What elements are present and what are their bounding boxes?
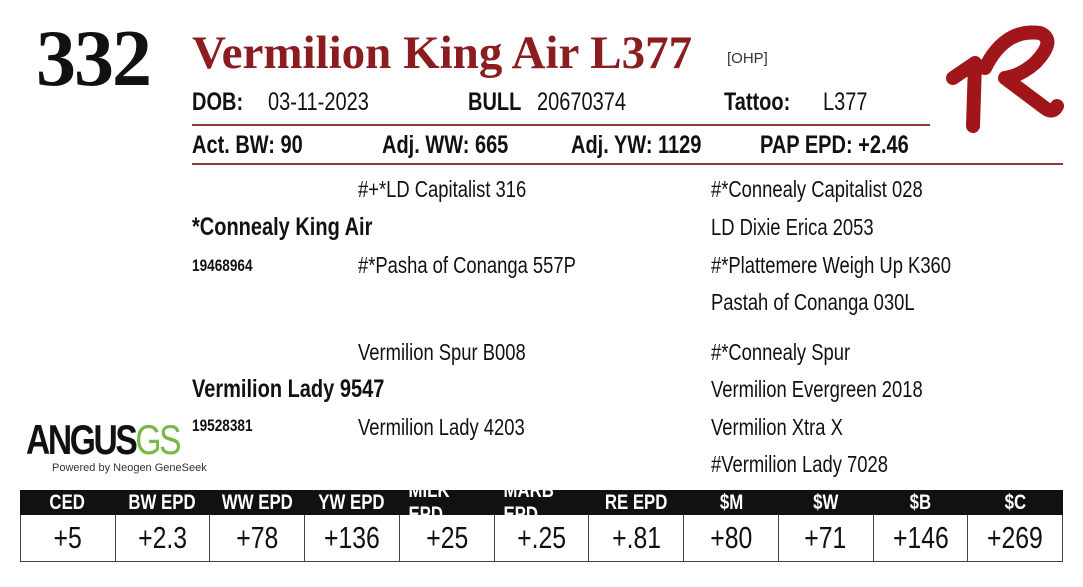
epd-header: BW EPD (128, 490, 196, 514)
animal-name: Vermilion King Air L377 (192, 27, 693, 79)
performance: Adj. YW: 1129 (571, 131, 702, 159)
sire: *Connealy King Air (192, 213, 373, 241)
rule (192, 124, 930, 126)
pedigree: Vermilion Lady 4203 (358, 414, 525, 440)
epd-header: $B (909, 490, 932, 514)
pedigree: Vermilion Xtra X (711, 414, 843, 440)
dam: Vermilion Lady 9547 (192, 375, 385, 403)
epd-cell: +.81 (589, 515, 685, 562)
pedigree: Pastah of Conanga 030L (711, 289, 915, 315)
logo-text: ANGUS (26, 416, 138, 463)
epd-cell: CED (20, 490, 115, 515)
tattoo: L377 (823, 88, 868, 116)
epd-value: +80 (709, 520, 753, 555)
epd-value: +71 (804, 520, 847, 555)
epd-cell: +146 (873, 515, 969, 562)
sex: BULL (468, 88, 522, 116)
tag: [OHP] (727, 50, 768, 67)
epd-cell: +80 (684, 515, 779, 562)
epd-cell: WW EPD (209, 490, 305, 515)
pedigree: #*Connealy Capitalist 028 (711, 176, 923, 202)
pedigree: #*Pasha of Conanga 557P (358, 252, 576, 278)
epd-cell: +78 (210, 515, 306, 562)
epd-cell: $B (873, 490, 969, 515)
epd-values: +5 +2.3 +78 +136 +25 +.25 +.81 +80 +71 +146 +269 (20, 515, 1064, 562)
sire-registration: 19468964 (192, 256, 253, 275)
epd-value: +78 (236, 520, 279, 555)
performance: PAP EPD: +2.46 (760, 131, 909, 159)
epd-value: +25 (425, 520, 468, 555)
epd-value: +5 (53, 520, 83, 555)
epd-value: +136 (324, 520, 381, 555)
epd-cell: YW EPD (304, 490, 400, 515)
pedigree: LD Dixie Erica 2053 (711, 214, 874, 240)
epd-table: CED BW EPD WW EPD YW EPD MILK EPD MARB EPD RE … (20, 490, 1064, 562)
brand-logo (946, 25, 1064, 133)
pedigree: #*Connealy Spur (711, 339, 851, 365)
pedigree: Vermilion Evergreen 2018 (711, 376, 923, 402)
epd-header: WW EPD (221, 490, 293, 514)
epd-cell: +269 (968, 515, 1064, 562)
dob: 03-11-2023 (268, 88, 369, 116)
dam-registration: 19528381 (192, 416, 253, 435)
epd-cell: +71 (778, 515, 874, 562)
logo: ANGUSGS (26, 416, 217, 464)
epd-cell: +2.3 (115, 515, 211, 562)
epd-cell: +.25 (494, 515, 590, 562)
pedigree: #*Plattemere Weigh Up K360 (711, 252, 952, 278)
epd-value: +.81 (611, 520, 661, 555)
epd-cell: $W (778, 490, 874, 515)
epd-value: +269 (987, 520, 1044, 555)
epd-header: RE EPD (605, 490, 668, 514)
epd-value: +.25 (517, 520, 567, 555)
epd-cell: $C (968, 490, 1063, 515)
epd-cell: MARB EPD (494, 490, 589, 515)
pedigree: #+*LD Capitalist 316 (358, 176, 527, 202)
performance: Act. BW: 90 (192, 131, 303, 159)
epd-cell: MILK EPD (399, 490, 495, 515)
pedigree: Vermilion Spur B008 (358, 339, 526, 365)
epd-header: MARB EPD (503, 490, 554, 515)
epd-value: +2.3 (138, 520, 188, 555)
epd-header: YW EPD (318, 490, 385, 514)
epd-cell: +25 (399, 515, 495, 562)
epd-cell: +136 (305, 515, 400, 562)
pedigree: #Vermilion Lady 7028 (711, 451, 888, 477)
epd-cell: RE EPD (588, 490, 684, 515)
epd-header: CED (49, 490, 86, 514)
tattoo-label: Tattoo: (724, 88, 791, 116)
epd-header: $C (1004, 490, 1027, 514)
epd-cell: $M (683, 490, 779, 515)
epd-header: $W (813, 490, 839, 514)
lot-number: 332 (36, 15, 152, 103)
dob-label: DOB: (192, 88, 244, 116)
epd-header: MILK EPD (408, 490, 450, 515)
rule (192, 163, 1063, 165)
epd-cell: BW EPD (114, 490, 210, 515)
registration: 20670374 (537, 88, 626, 116)
epd-cell: +5 (20, 515, 116, 562)
epd-header: CED BW EPD WW EPD YW EPD MILK EPD MARB EPD RE … (20, 490, 1063, 515)
epd-value: +146 (892, 520, 949, 555)
performance: Adj. WW: 665 (382, 131, 509, 159)
epd-header: $M (719, 490, 743, 514)
logo-caption: Powered by Neogen GeneSeek (52, 462, 207, 474)
logo-text: GS (135, 416, 181, 463)
